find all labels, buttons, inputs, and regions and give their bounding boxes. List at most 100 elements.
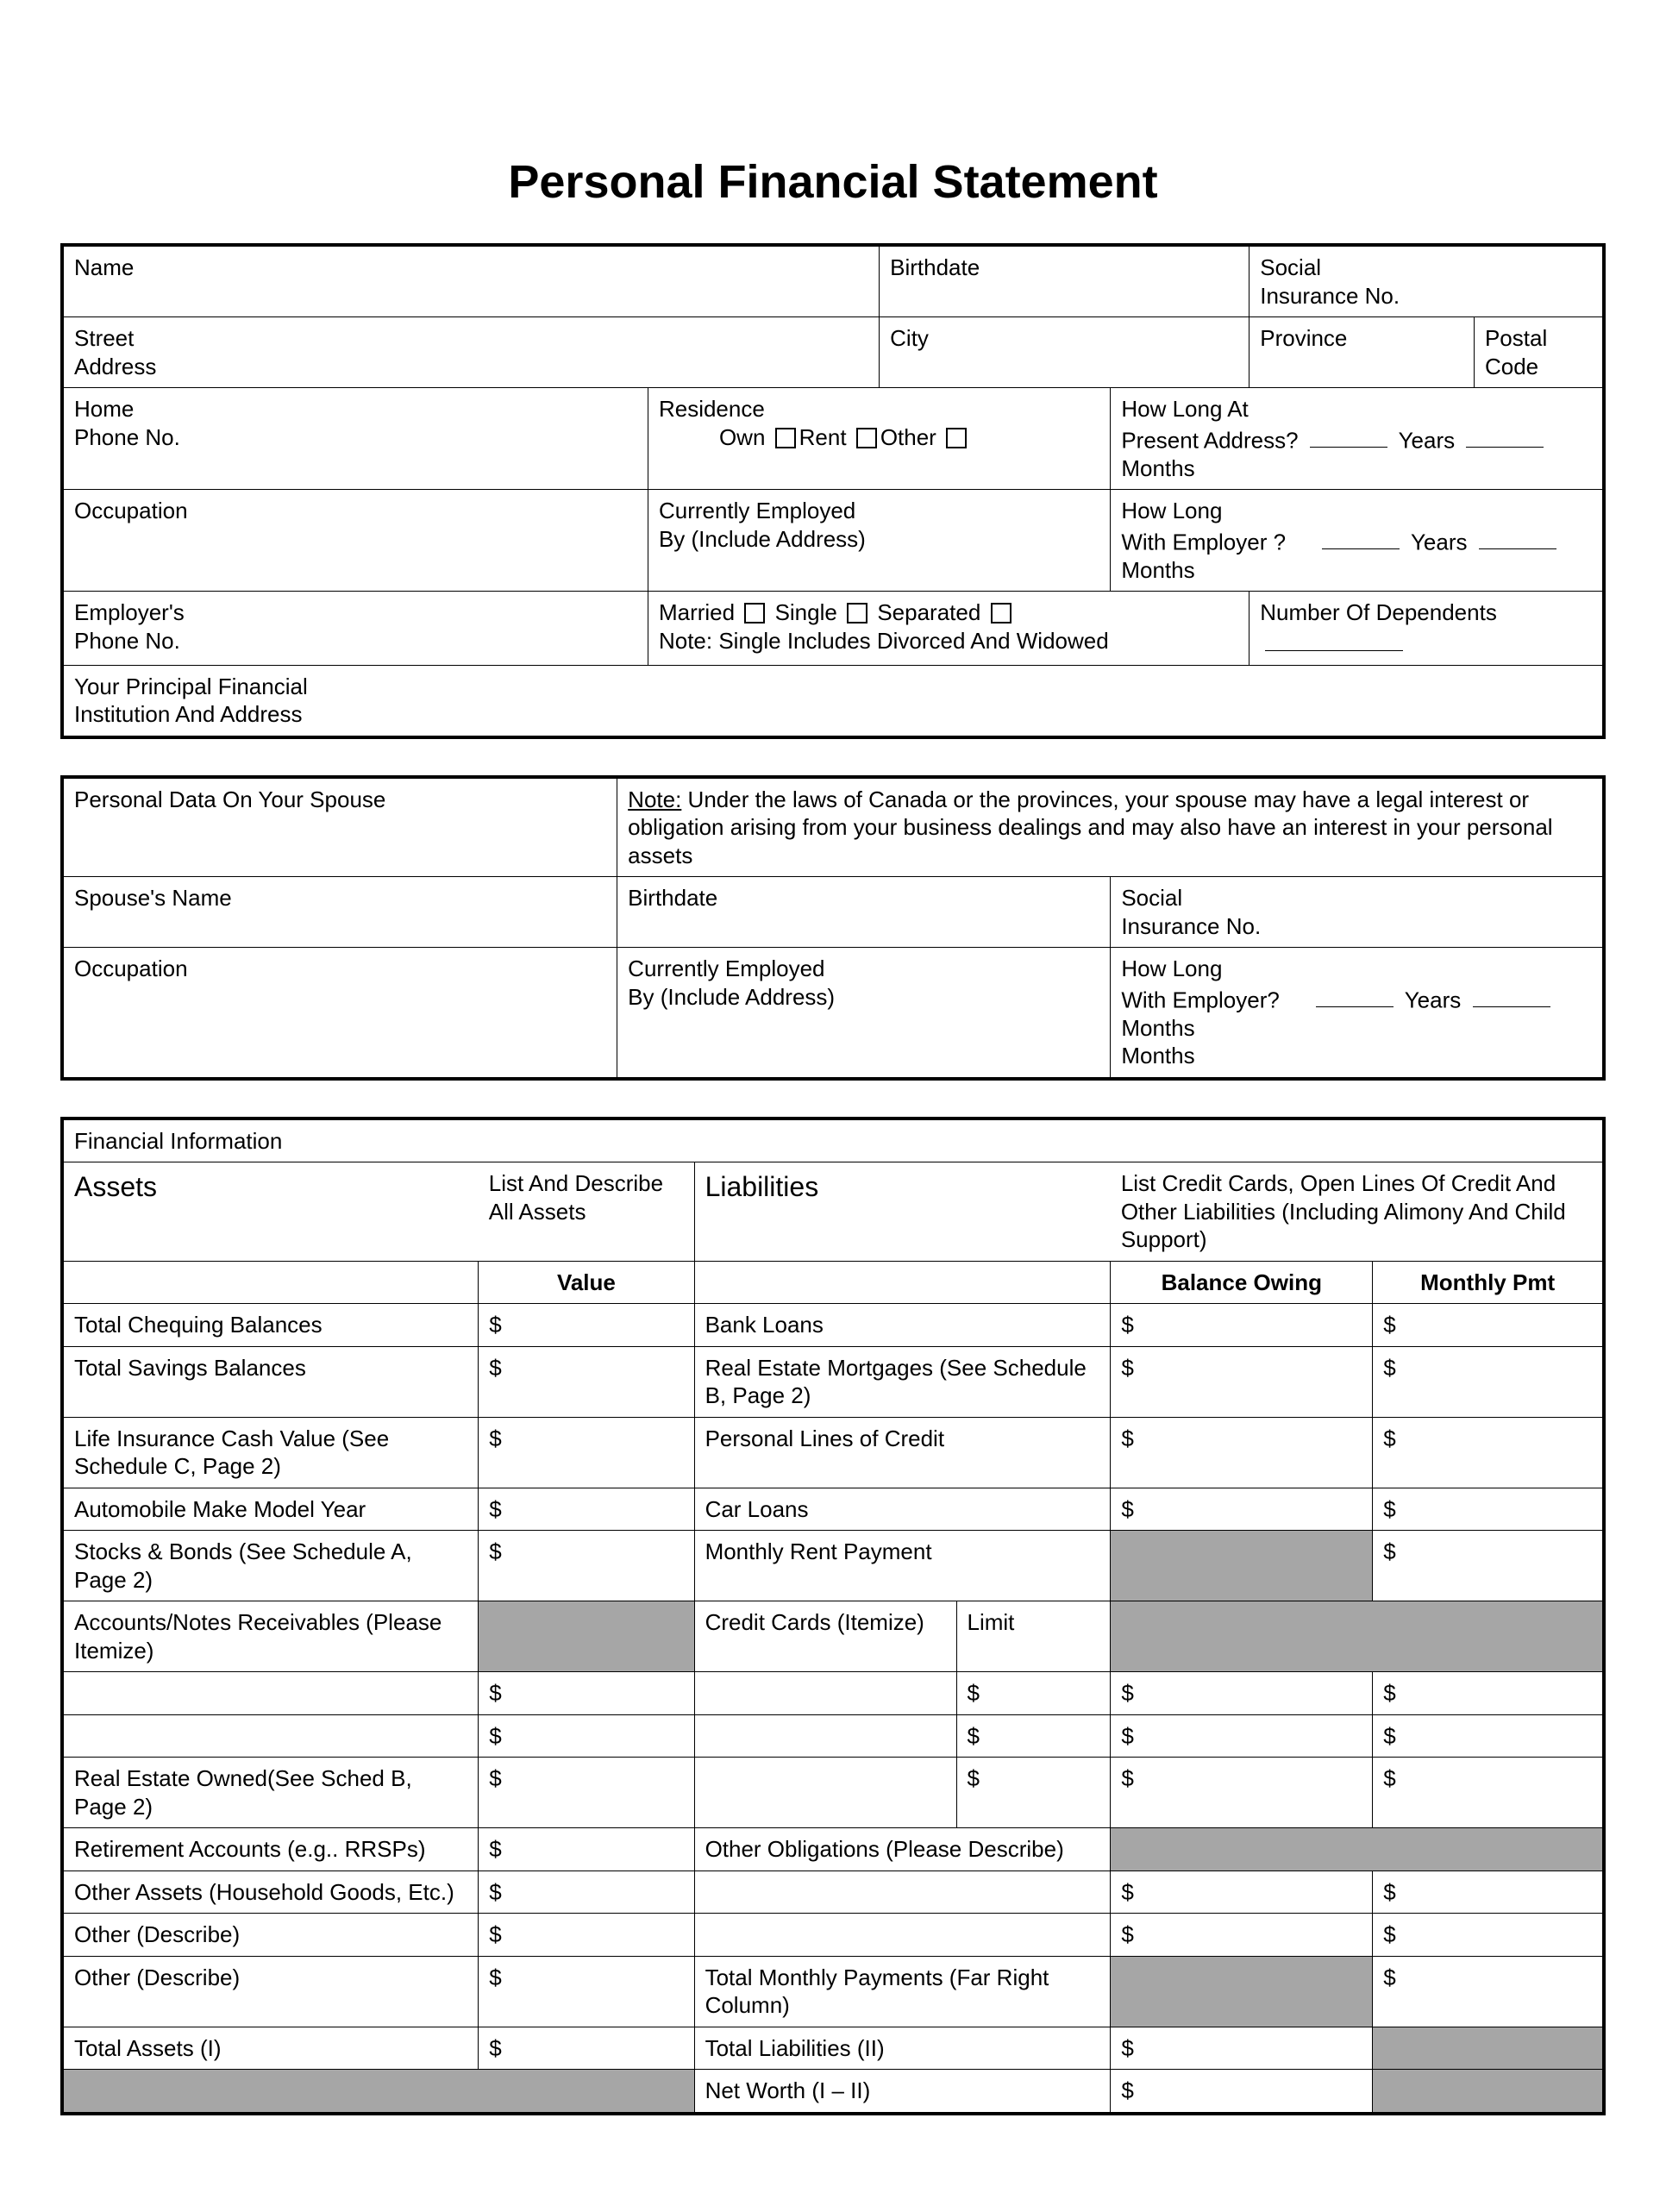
asset-value[interactable]: $ (479, 1828, 694, 1871)
liab-row[interactable] (694, 1758, 956, 1828)
asset-row: Other Assets (Household Goods, Etc.) (62, 1870, 479, 1914)
liab-balance[interactable]: $ (1111, 1914, 1373, 1957)
limit-value[interactable]: $ (956, 1672, 1111, 1715)
assets-header: Assets (62, 1162, 479, 1262)
field-spouse-employed[interactable]: Currently EmployedBy (Include Address) (617, 948, 1111, 1079)
asset-value[interactable]: $ (479, 1488, 694, 1531)
total-assets-value[interactable]: $ (479, 2027, 694, 2070)
liab-balance[interactable]: $ (1111, 1870, 1373, 1914)
checkbox-married[interactable] (744, 603, 765, 623)
asset-row: Stocks & Bonds (See Schedule A, Page 2) (62, 1531, 479, 1601)
field-marital-status[interactable]: Married Single Separated Note: Single In… (648, 592, 1249, 666)
field-employer-phone[interactable]: Employer'sPhone No. (62, 592, 648, 666)
asset-row: Life Insurance Cash Value (See Schedule … (62, 1417, 479, 1488)
liab-row: Car Loans (694, 1488, 1111, 1531)
field-birthdate[interactable]: Birthdate (880, 245, 1250, 317)
liab-monthly[interactable]: $ (1373, 1346, 1604, 1417)
spouse-section-title: Personal Data On Your Spouse (62, 777, 617, 877)
field-dependents[interactable]: Number Of Dependents (1250, 592, 1604, 666)
liab-monthly[interactable]: $ (1373, 1488, 1604, 1531)
field-spouse-sin[interactable]: SocialInsurance No. (1111, 877, 1604, 948)
checkbox-rent[interactable] (856, 428, 877, 448)
liab-grey (1111, 1601, 1604, 1672)
field-spouse-how-long[interactable]: How Long With Employer? Years Months Mon… (1111, 948, 1604, 1079)
liab-balance[interactable]: $ (1111, 1488, 1373, 1531)
asset-value[interactable]: $ (479, 1870, 694, 1914)
asset-row[interactable] (62, 1714, 479, 1758)
field-postal[interactable]: PostalCode (1474, 317, 1604, 388)
net-worth-value[interactable]: $ (1111, 2070, 1373, 2114)
liab-balance[interactable]: $ (1111, 1672, 1373, 1715)
asset-value[interactable]: $ (479, 1914, 694, 1957)
asset-row: Total Savings Balances (62, 1346, 479, 1417)
financial-table: Financial Information Assets List And De… (60, 1117, 1606, 2115)
field-occupation[interactable]: Occupation (62, 490, 648, 592)
liab-monthly[interactable]: $ (1373, 1758, 1604, 1828)
assets-hint: List And Describe All Assets (479, 1162, 694, 1262)
liab-row[interactable] (694, 1672, 956, 1715)
liab-row[interactable] (694, 1914, 1111, 1957)
col-liab-name (694, 1261, 1111, 1304)
liab-row[interactable] (694, 1714, 956, 1758)
liab-row[interactable] (694, 1870, 1111, 1914)
asset-row[interactable] (62, 1672, 479, 1715)
personal-info-table: Name Birthdate SocialInsurance No. Stree… (60, 243, 1606, 739)
asset-row: Accounts/Notes Receivables (Please Itemi… (62, 1601, 479, 1672)
asset-value[interactable]: $ (479, 1531, 694, 1601)
asset-value[interactable]: $ (479, 1714, 694, 1758)
liab-monthly[interactable]: $ (1373, 1531, 1604, 1601)
asset-value[interactable]: $ (479, 1346, 694, 1417)
checkbox-separated[interactable] (991, 603, 1012, 623)
checkbox-own[interactable] (775, 428, 796, 448)
financial-section-title: Financial Information (62, 1119, 1604, 1162)
liab-monthly[interactable]: $ (1373, 1304, 1604, 1347)
liab-balance[interactable]: $ (1111, 1304, 1373, 1347)
liab-balance-grey (1111, 1531, 1373, 1601)
asset-value[interactable]: $ (479, 1304, 694, 1347)
total-monthly-value[interactable]: $ (1373, 1956, 1604, 2027)
asset-row: Real Estate Owned(See Sched B, Page 2) (62, 1758, 479, 1828)
field-spouse-occupation[interactable]: Occupation (62, 948, 617, 1079)
liab-grey (1373, 2027, 1604, 2070)
limit-value[interactable]: $ (956, 1714, 1111, 1758)
field-spouse-name[interactable]: Spouse's Name (62, 877, 617, 948)
liab-monthly[interactable]: $ (1373, 1417, 1604, 1488)
liab-monthly[interactable]: $ (1373, 1870, 1604, 1914)
asset-value[interactable]: $ (479, 1956, 694, 2027)
asset-value[interactable]: $ (479, 1417, 694, 1488)
liab-balance[interactable]: $ (1111, 1758, 1373, 1828)
asset-row: Automobile Make Model Year (62, 1488, 479, 1531)
liab-balance[interactable]: $ (1111, 1714, 1373, 1758)
liabilities-hint: List Credit Cards, Open Lines Of Credit … (1111, 1162, 1604, 1262)
field-spouse-birthdate[interactable]: Birthdate (617, 877, 1111, 948)
field-currently-employed[interactable]: Currently EmployedBy (Include Address) (648, 490, 1110, 592)
checkbox-single[interactable] (847, 603, 867, 623)
field-financial-institution[interactable]: Your Principal FinancialInstitution And … (62, 665, 1604, 737)
liab-row: Bank Loans (694, 1304, 1111, 1347)
total-monthly-label: Total Monthly Payments (Far Right Column… (694, 1956, 1111, 2027)
asset-value[interactable]: $ (479, 1672, 694, 1715)
field-street[interactable]: StreetAddress (62, 317, 880, 388)
field-sin[interactable]: SocialInsurance No. (1250, 245, 1604, 317)
liab-balance[interactable]: $ (1111, 1346, 1373, 1417)
checkbox-other[interactable] (946, 428, 967, 448)
asset-value[interactable]: $ (479, 1758, 694, 1828)
liab-monthly[interactable]: $ (1373, 1714, 1604, 1758)
liab-row: Monthly Rent Payment (694, 1531, 1111, 1601)
field-city[interactable]: City (880, 317, 1250, 388)
field-how-long-address[interactable]: How Long At Present Address? Years Month… (1111, 388, 1604, 490)
limit-value[interactable]: $ (956, 1758, 1111, 1828)
field-how-long-employer[interactable]: How Long With Employer ? Years Months (1111, 490, 1604, 592)
liab-monthly[interactable]: $ (1373, 1914, 1604, 1957)
col-balance: Balance Owing (1111, 1261, 1373, 1304)
liab-row: Other Obligations (Please Describe) (694, 1828, 1111, 1871)
field-name[interactable]: Name (62, 245, 880, 317)
liab-grey (1111, 1828, 1604, 1871)
total-liab-value[interactable]: $ (1111, 2027, 1373, 2070)
liab-balance[interactable]: $ (1111, 1417, 1373, 1488)
liab-monthly[interactable]: $ (1373, 1672, 1604, 1715)
liabilities-header: Liabilities (694, 1162, 1111, 1262)
field-residence[interactable]: Residence Own Rent Other (648, 388, 1110, 490)
field-home-phone[interactable]: HomePhone No. (62, 388, 648, 490)
field-province[interactable]: Province (1250, 317, 1475, 388)
